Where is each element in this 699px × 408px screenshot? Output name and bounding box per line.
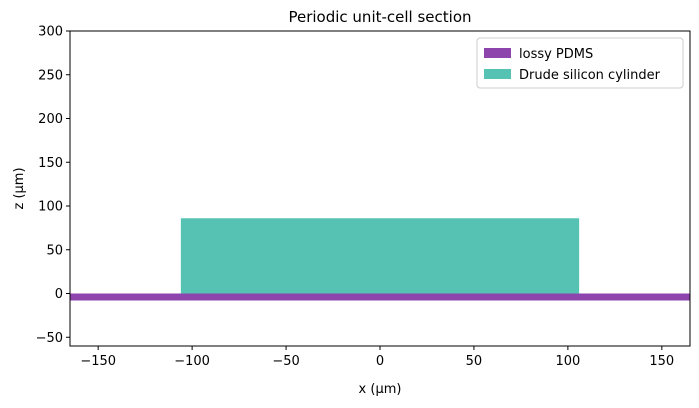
legend-swatch xyxy=(484,69,511,79)
x-axis-label: x (µm) xyxy=(359,382,402,397)
y-tick-label: 200 xyxy=(38,112,63,127)
x-tick-label: 150 xyxy=(649,354,674,369)
y-tick-label: −50 xyxy=(36,331,63,346)
x-tick-label: −100 xyxy=(174,354,210,369)
legend-label: Drude silicon cylinder xyxy=(519,68,661,83)
y-tick-label: 250 xyxy=(38,68,63,83)
y-tick-label: 300 xyxy=(38,25,63,40)
legend-box xyxy=(476,37,684,89)
y-axis-ticks: −50 0 50 100 150 200 250 300 xyxy=(36,25,70,346)
y-tick-label: 0 xyxy=(55,287,63,302)
legend-swatch xyxy=(484,48,511,58)
regions-layer xyxy=(70,218,690,301)
y-axis-label: z (µm) xyxy=(12,167,27,209)
legend-label: lossy PDMS xyxy=(519,47,593,62)
x-tick-label: 50 xyxy=(466,354,483,369)
x-tick-label: −150 xyxy=(80,354,116,369)
x-tick-label: −50 xyxy=(272,354,299,369)
region-lossy-pdms xyxy=(70,293,690,301)
region-drude-silicon-cylinder xyxy=(180,218,580,294)
x-tick-label: 100 xyxy=(555,354,580,369)
legend: lossy PDMS Drude silicon cylinder xyxy=(476,37,684,89)
y-tick-label: 100 xyxy=(38,200,63,215)
x-axis-ticks: −150 −100 −50 0 50 100 150 xyxy=(80,346,674,369)
plot-title: Periodic unit-cell section xyxy=(288,8,471,26)
y-tick-label: 150 xyxy=(38,156,63,171)
y-tick-label: 50 xyxy=(46,243,63,258)
x-tick-label: 0 xyxy=(376,354,384,369)
